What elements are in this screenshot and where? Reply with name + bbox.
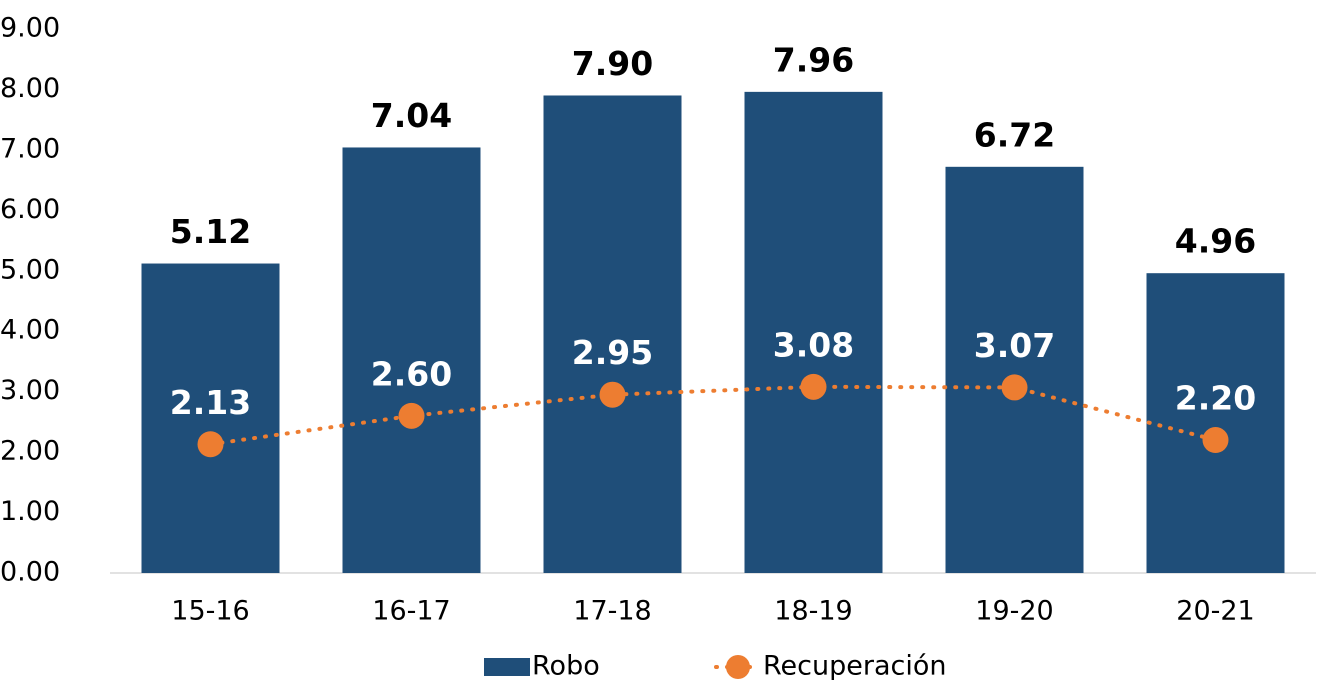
line-point bbox=[800, 373, 827, 400]
y-tick-label: 1.00 bbox=[0, 496, 60, 527]
line-value-label: 2.95 bbox=[572, 333, 653, 372]
bar bbox=[543, 95, 682, 573]
legend-label: Recuperación bbox=[763, 651, 947, 682]
y-tick-label: 0.00 bbox=[0, 557, 60, 588]
bar bbox=[1146, 273, 1285, 573]
legend-label: Robo bbox=[532, 651, 600, 682]
line-value-label: 2.13 bbox=[170, 383, 251, 422]
line-point bbox=[599, 381, 626, 408]
bar-value-label: 6.72 bbox=[974, 115, 1055, 154]
x-tick-label: 18-19 bbox=[774, 596, 852, 627]
line-value-label: 3.08 bbox=[773, 325, 854, 364]
line-point bbox=[398, 402, 425, 429]
bar-value-label: 5.12 bbox=[170, 212, 251, 251]
y-tick-label: 4.00 bbox=[0, 315, 60, 346]
x-tick-label: 19-20 bbox=[975, 596, 1053, 627]
y-tick-label: 9.00 bbox=[0, 13, 60, 44]
x-tick-label: 20-21 bbox=[1176, 596, 1254, 627]
bar-value-label: 4.96 bbox=[1175, 222, 1256, 261]
y-tick-label: 8.00 bbox=[0, 73, 60, 104]
bar-value-label: 7.96 bbox=[773, 40, 854, 79]
y-tick-label: 6.00 bbox=[0, 194, 60, 225]
bar-value-label: 7.04 bbox=[371, 96, 452, 135]
bar bbox=[141, 263, 280, 573]
bar bbox=[342, 147, 481, 573]
legend-swatch bbox=[726, 655, 750, 679]
bar bbox=[945, 166, 1084, 573]
line-value-label: 2.60 bbox=[371, 354, 452, 393]
legend-swatch bbox=[484, 658, 530, 676]
line-point bbox=[197, 431, 224, 458]
y-tick-label: 5.00 bbox=[0, 254, 60, 285]
x-tick-label: 16-17 bbox=[372, 596, 450, 627]
line-value-label: 2.20 bbox=[1175, 379, 1256, 418]
line-value-label: 3.07 bbox=[974, 326, 1055, 365]
line-point bbox=[1001, 374, 1028, 401]
line-point bbox=[1202, 427, 1229, 454]
y-tick-label: 3.00 bbox=[0, 375, 60, 406]
bar bbox=[744, 91, 883, 574]
y-tick-label: 7.00 bbox=[0, 133, 60, 164]
y-tick-label: 2.00 bbox=[0, 436, 60, 467]
bar-value-label: 7.90 bbox=[572, 44, 653, 83]
x-tick-label: 17-18 bbox=[573, 596, 651, 627]
x-tick-label: 15-16 bbox=[171, 596, 249, 627]
line bbox=[208, 384, 1218, 447]
